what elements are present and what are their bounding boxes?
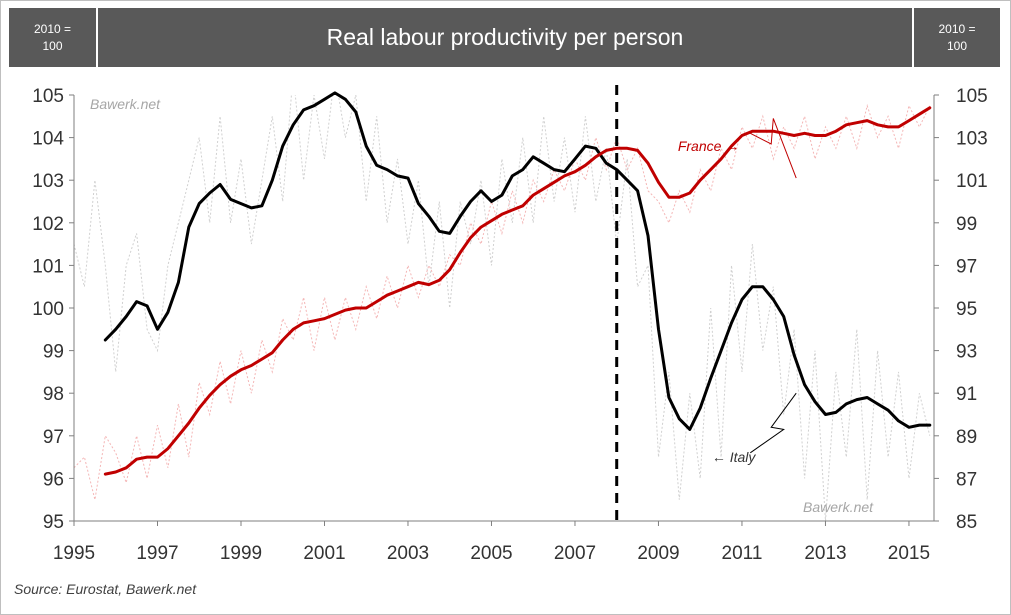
x-tick-label: 1997 (136, 543, 178, 564)
france-quarterly-series-line (74, 103, 931, 500)
x-tick-label: 2011 (722, 543, 763, 564)
right-tick-label: 93 (956, 342, 977, 363)
watermark-bottom: Bawerk.net (803, 499, 874, 515)
right-tick-label: 105 (956, 86, 988, 107)
source-note: Source: Eurostat, Bawerk.net (14, 581, 197, 597)
left-axis-unit-label: 2010 = 100 (33, 21, 72, 53)
x-tick-label: 2015 (888, 543, 930, 564)
right-tick-label: 95 (956, 299, 977, 320)
chart-title-box: Real labour productivity per person (98, 8, 912, 67)
left-tick-label: 101 (32, 256, 64, 277)
right-tick-label: 87 (956, 469, 977, 490)
x-tick-label: 1999 (220, 543, 262, 564)
left-tick-label: 104 (32, 129, 64, 150)
left-tick-label: 102 (32, 214, 64, 235)
right-tick-label: 103 (956, 129, 988, 150)
x-tick-label: 1995 (53, 543, 95, 564)
x-tick-label: 2009 (637, 543, 679, 564)
italy-series-line (103, 91, 932, 431)
left-tick-label: 105 (32, 86, 64, 107)
right-tick-label: 99 (956, 214, 977, 235)
right-tick-label: 91 (956, 384, 977, 405)
left-tick-label: 96 (43, 469, 64, 490)
left-tick-label: 100 (32, 299, 64, 320)
left-tick-label: 97 (43, 427, 64, 448)
france-series-label: France → (678, 138, 739, 154)
left-tick-label: 95 (43, 512, 64, 533)
left-axis-unit-box: 2010 = 100 (9, 8, 96, 67)
left-tick-label: 99 (43, 342, 64, 363)
right-tick-label: 97 (956, 256, 977, 277)
x-tick-label: 2003 (387, 543, 429, 564)
right-axis-unit-label: 2010 = 100 (938, 21, 976, 53)
raw-series-layer (74, 95, 931, 521)
italy-series-label: ← Italy (712, 449, 757, 465)
chart-title: Real labour productivity per person (326, 24, 684, 50)
x-tick-label: 2013 (804, 543, 846, 564)
watermark-top: Bawerk.net (90, 96, 161, 112)
italy-leader-line (750, 392, 797, 454)
right-tick-label: 101 (956, 171, 988, 192)
x-tick-label: 2005 (470, 543, 512, 564)
right-axis-unit-box: 2010 = 100 (914, 8, 1000, 67)
france-series-line (103, 106, 932, 476)
italy-quarterly-series-line (74, 95, 931, 521)
left-tick-label: 98 (43, 384, 64, 405)
annotation-layer: France → ← Italy (678, 118, 797, 465)
left-tick-label: 103 (32, 171, 64, 192)
x-tick-label: 2001 (303, 543, 345, 564)
france-leader-line (750, 118, 797, 179)
x-tick-label: 2007 (554, 543, 596, 564)
axes-layer: 95 96 97 98 99 100 101 102 103 104 105 85 87 89 91 93 95… (32, 86, 987, 564)
right-tick-label: 89 (956, 427, 977, 448)
smoothed-series-layer (103, 91, 932, 476)
right-tick-label: 85 (956, 512, 977, 533)
